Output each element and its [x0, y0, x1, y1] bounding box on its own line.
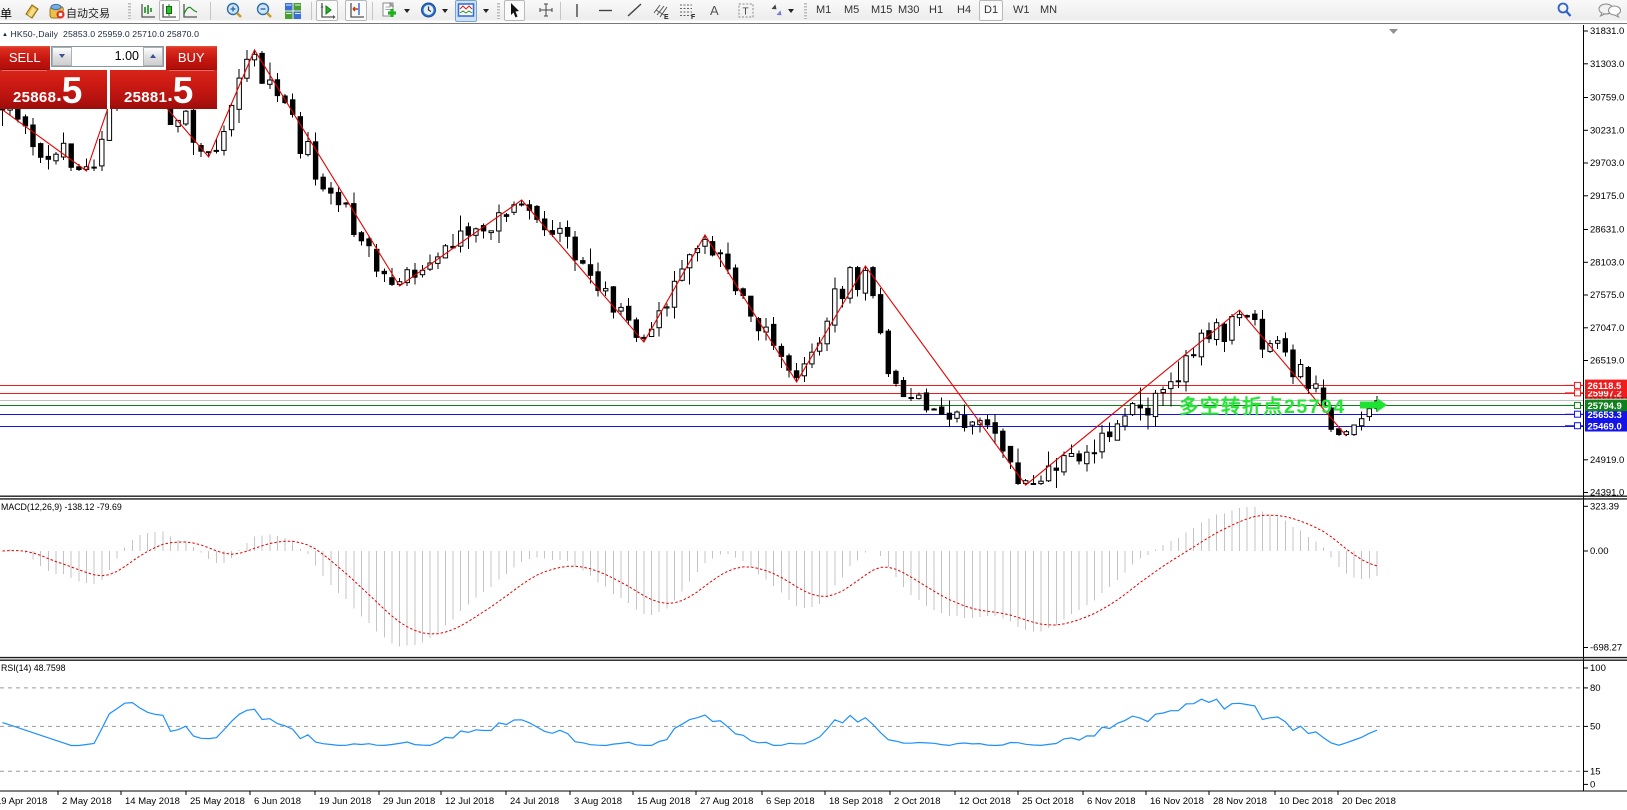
svg-text:27047.0: 27047.0: [1590, 323, 1624, 334]
svg-text:-698.27: -698.27: [1590, 643, 1622, 654]
svg-text:6 Sep 2018: 6 Sep 2018: [766, 796, 815, 807]
svg-text:E: E: [664, 14, 669, 21]
svg-text:25 Oct 2018: 25 Oct 2018: [1022, 796, 1074, 807]
svg-text:F: F: [691, 14, 696, 21]
svg-text:6 Jun 2018: 6 Jun 2018: [254, 796, 301, 807]
svg-text:6 Nov 2018: 6 Nov 2018: [1087, 796, 1136, 807]
svg-text:30759.0: 30759.0: [1590, 93, 1624, 104]
svg-text:0.00: 0.00: [1590, 546, 1609, 557]
svg-text:19 Apr 2018: 19 Apr 2018: [0, 796, 47, 807]
svg-text:18 Sep 2018: 18 Sep 2018: [829, 796, 883, 807]
svg-text:25469.0: 25469.0: [1588, 421, 1622, 432]
svg-text:16 Nov 2018: 16 Nov 2018: [1150, 796, 1204, 807]
svg-text:24 Jul 2018: 24 Jul 2018: [510, 796, 559, 807]
svg-text:2 Oct 2018: 2 Oct 2018: [894, 796, 940, 807]
svg-text:25997.2: 25997.2: [1588, 389, 1622, 400]
svg-text:24391.0: 24391.0: [1590, 488, 1624, 499]
svg-text:26519.0: 26519.0: [1590, 356, 1624, 367]
svg-text:15: 15: [1590, 767, 1601, 778]
svg-text:25794.9: 25794.9: [1588, 401, 1622, 412]
svg-text:27 Aug 2018: 27 Aug 2018: [700, 796, 753, 807]
svg-text:31831.0: 31831.0: [1590, 26, 1624, 37]
svg-text:50: 50: [1590, 722, 1601, 733]
svg-text:28103.0: 28103.0: [1590, 258, 1624, 269]
svg-text:0: 0: [1590, 780, 1595, 791]
svg-text:27575.0: 27575.0: [1590, 290, 1624, 301]
svg-text:28 Nov 2018: 28 Nov 2018: [1213, 796, 1267, 807]
svg-text:25653.3: 25653.3: [1588, 410, 1622, 421]
svg-text:20 Dec 2018: 20 Dec 2018: [1342, 796, 1396, 807]
svg-text:26118.5: 26118.5: [1588, 381, 1623, 392]
svg-text:31303.0: 31303.0: [1590, 59, 1624, 70]
svg-text:12 Oct 2018: 12 Oct 2018: [959, 796, 1011, 807]
svg-text:29703.0: 29703.0: [1590, 158, 1624, 169]
svg-text:24919.0: 24919.0: [1590, 455, 1624, 466]
svg-text:15 Aug 2018: 15 Aug 2018: [637, 796, 690, 807]
svg-text:T: T: [743, 7, 749, 18]
svg-text:RSI(14) 48.7598: RSI(14) 48.7598: [1, 663, 66, 673]
svg-text:3 Aug 2018: 3 Aug 2018: [574, 796, 622, 807]
svg-text:100: 100: [1590, 663, 1606, 674]
svg-text:80: 80: [1590, 683, 1601, 694]
svg-text:10 Dec 2018: 10 Dec 2018: [1279, 796, 1333, 807]
svg-text:12 Jul 2018: 12 Jul 2018: [445, 796, 494, 807]
svg-text:MACD(12,26,9) -138.12 -79.69: MACD(12,26,9) -138.12 -79.69: [1, 502, 122, 512]
svg-text:323.39: 323.39: [1590, 502, 1619, 513]
svg-text:多空转折点25794: 多空转折点25794: [1179, 395, 1346, 418]
svg-text:29175.0: 29175.0: [1590, 191, 1624, 202]
svg-text:29 Jun 2018: 29 Jun 2018: [383, 796, 435, 807]
svg-text:25 May 2018: 25 May 2018: [190, 796, 245, 807]
svg-text:28631.0: 28631.0: [1590, 225, 1624, 236]
svg-text:19 Jun 2018: 19 Jun 2018: [319, 796, 371, 807]
svg-text:14 May 2018: 14 May 2018: [125, 796, 180, 807]
svg-text:2 May 2018: 2 May 2018: [62, 796, 112, 807]
svg-text:30231.0: 30231.0: [1590, 126, 1624, 137]
